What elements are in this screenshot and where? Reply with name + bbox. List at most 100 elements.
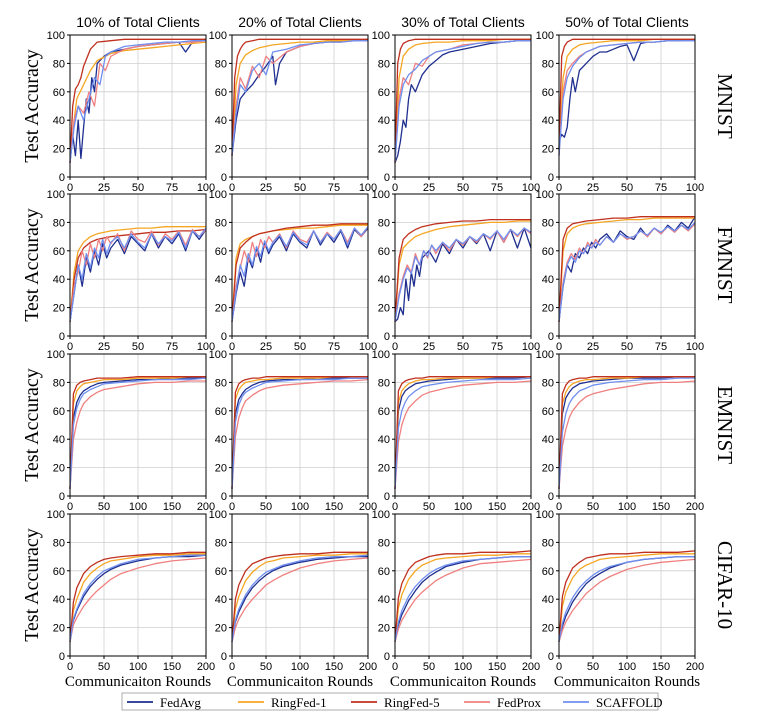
chart-panel: 0 25 50 75 100 0 20 40 60 80 100	[209, 189, 378, 353]
series-line-ringfed-1	[558, 217, 695, 322]
chart-panel: 0 25 50 75 100 0 20 40 60 80 100	[209, 30, 378, 194]
y-tick-label: 40	[542, 594, 554, 606]
y-tick-label: 80	[53, 377, 65, 389]
y-tick-label: 60	[542, 87, 554, 99]
y-tick-label: 0	[221, 331, 227, 343]
y-tick-label: 100	[372, 189, 390, 201]
x-tick-label: 25	[587, 341, 599, 353]
legend-label: RingFed-5	[384, 695, 440, 710]
y-axis-labels: Test Accuracy Test Accuracy Test Accuracy T…	[21, 49, 43, 642]
y-tick-label: 60	[378, 246, 390, 258]
y-tick-label: 40	[53, 115, 65, 127]
x-tick-label: 75	[491, 182, 503, 194]
legend: FedAvg RingFed-1 RingFed-5 FedProx SCAFFOLD	[121, 692, 662, 711]
x-tick-label: 50	[457, 341, 469, 353]
y-tick-label: 40	[215, 115, 227, 127]
x-tick-label: 100	[359, 341, 377, 353]
y-tick-label: 20	[542, 144, 554, 156]
y-tick-label: 80	[542, 58, 554, 70]
y-tick-label: 0	[59, 491, 65, 503]
series-line-ringfed-5	[394, 376, 531, 489]
x-axis-labels: Communicaiton Rounds Communicaiton Rounds…	[65, 674, 700, 690]
y-tick-label: 60	[215, 406, 227, 418]
y-tick-label: 20	[215, 144, 227, 156]
x-tick-label: 0	[229, 501, 235, 513]
column-title: 50% of Total Clients	[565, 14, 688, 30]
y-tick-label: 20	[542, 463, 554, 475]
x-tick-label: 75	[328, 182, 340, 194]
x-tick-label: 150	[488, 661, 506, 673]
y-tick-label: 100	[47, 349, 65, 361]
series-line-scaffold	[394, 555, 531, 642]
series-line-fedavg	[231, 555, 368, 642]
series-line-ringfed-5	[394, 218, 531, 322]
y-tick-label: 80	[542, 537, 554, 549]
y-tick-label: 40	[53, 274, 65, 286]
series-line-ringfed-5	[231, 38, 368, 156]
y-tick-label: 40	[542, 115, 554, 127]
chart-panel: 0 50 100 150 200 0 20 40 60 80 100	[209, 509, 378, 673]
series-line-ringfed-5	[69, 376, 206, 489]
y-tick-label: 0	[221, 651, 227, 663]
series-line-ringfed-5	[231, 223, 368, 322]
series-line-fedavg	[558, 376, 695, 489]
chart-panel: 0 25 50 75 100 0 20 40 60 80 100	[536, 30, 705, 194]
series-line-scaffold	[394, 377, 532, 489]
y-axis-label: Test Accuracy	[21, 208, 43, 322]
series-line-scaffold	[558, 40, 695, 156]
x-tick-label: 50	[260, 661, 272, 673]
x-tick-label: 150	[488, 501, 506, 513]
series-line-scaffold	[69, 40, 206, 163]
y-tick-label: 100	[209, 189, 227, 201]
legend-label: RingFed-1	[271, 695, 327, 710]
x-tick-label: 0	[556, 182, 562, 194]
chart-panel: 0 50 100 150 200 0 20 40 60 80 100	[536, 509, 705, 673]
x-tick-label: 25	[98, 182, 110, 194]
y-tick-label: 0	[221, 491, 227, 503]
x-tick-label: 50	[98, 661, 110, 673]
y-tick-label: 20	[215, 623, 227, 635]
series-line-ringfed-1	[394, 220, 531, 322]
x-axis-label: Communicaiton Rounds	[554, 674, 700, 690]
x-tick-label: 25	[98, 341, 110, 353]
y-tick-label: 0	[548, 331, 554, 343]
y-tick-label: 20	[53, 463, 65, 475]
y-tick-label: 60	[215, 566, 227, 578]
x-tick-label: 0	[229, 341, 235, 353]
x-tick-label: 0	[67, 182, 73, 194]
y-tick-label: 60	[378, 566, 390, 578]
chart-panel: 0 50 100 150 200 0 20 40 60 80 100	[47, 349, 216, 513]
y-tick-label: 40	[378, 274, 390, 286]
series-line-ringfed-5	[394, 38, 531, 163]
series-line-ringfed-1	[231, 553, 368, 642]
x-tick-label: 100	[522, 182, 540, 194]
y-tick-label: 100	[47, 509, 65, 521]
series-line-fedprox	[394, 380, 532, 489]
series-line-scaffold	[231, 40, 368, 156]
y-tick-label: 100	[209, 30, 227, 42]
series-line-fedavg	[394, 40, 531, 164]
y-tick-label: 40	[215, 274, 227, 286]
x-tick-label: 0	[392, 182, 398, 194]
series-line-scaffold	[69, 554, 206, 642]
x-tick-label: 50	[423, 661, 435, 673]
row-titles: MNIST FMNIST EMNIST CIFAR-10	[713, 73, 737, 629]
y-tick-label: 80	[542, 377, 554, 389]
series-line-fedprox	[69, 228, 207, 322]
y-tick-label: 0	[548, 491, 554, 503]
y-tick-label: 80	[53, 217, 65, 229]
y-tick-label: 60	[53, 87, 65, 99]
y-tick-label: 60	[542, 566, 554, 578]
x-tick-label: 25	[260, 341, 272, 353]
y-tick-label: 40	[542, 434, 554, 446]
x-tick-label: 75	[166, 182, 178, 194]
y-tick-label: 100	[209, 509, 227, 521]
y-tick-label: 0	[548, 651, 554, 663]
y-tick-label: 40	[378, 434, 390, 446]
y-tick-label: 80	[378, 537, 390, 549]
x-tick-label: 200	[686, 501, 704, 513]
legend-label: FedProx	[497, 695, 542, 710]
y-tick-label: 0	[384, 651, 390, 663]
y-tick-label: 60	[215, 246, 227, 258]
